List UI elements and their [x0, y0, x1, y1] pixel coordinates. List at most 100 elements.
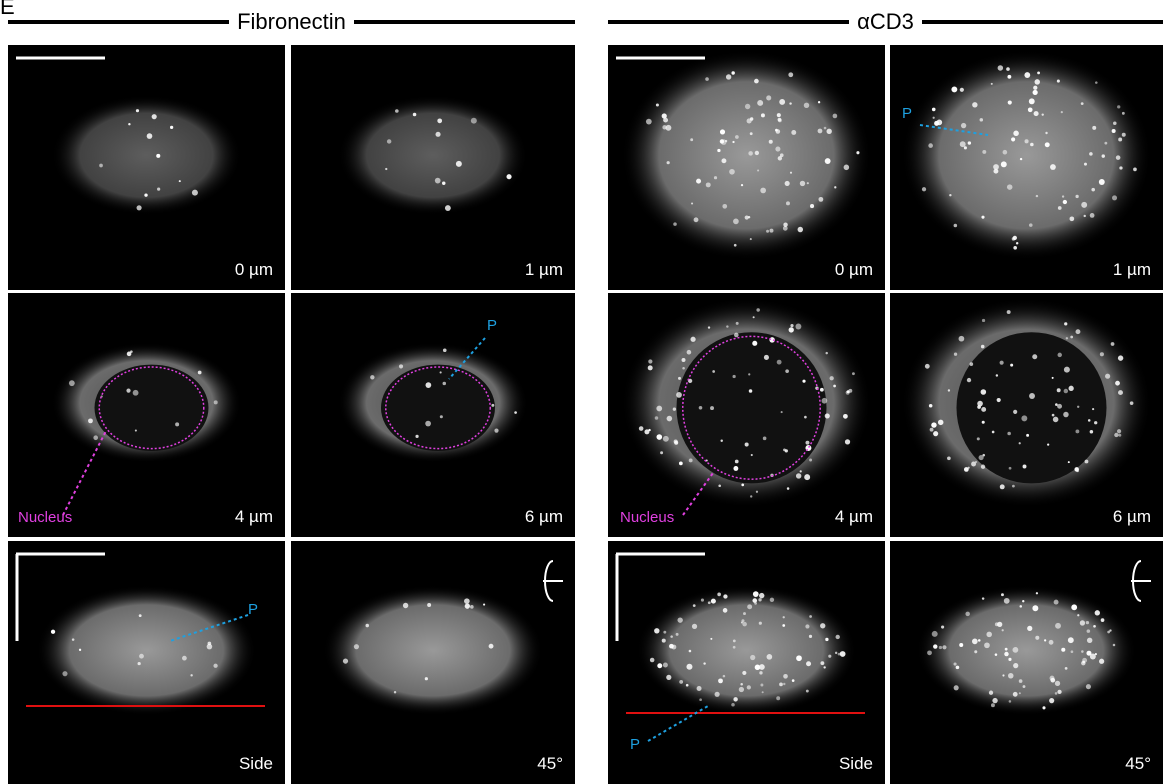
puncta	[795, 324, 801, 330]
puncta	[701, 599, 704, 602]
puncta	[777, 360, 782, 365]
puncta	[395, 109, 399, 113]
puncta	[1068, 461, 1070, 463]
puncta	[1076, 470, 1079, 473]
puncta	[1000, 484, 1005, 489]
puncta	[997, 398, 1001, 402]
puncta	[787, 487, 790, 490]
puncta	[710, 406, 714, 410]
puncta	[1000, 361, 1004, 365]
puncta	[686, 684, 689, 687]
puncta	[1007, 432, 1011, 436]
puncta	[514, 411, 517, 414]
puncta	[1004, 598, 1010, 604]
puncta	[789, 102, 791, 104]
puncta	[1012, 485, 1015, 488]
puncta	[135, 429, 137, 431]
micrograph	[291, 541, 575, 784]
puncta	[1071, 604, 1077, 610]
puncta	[1068, 637, 1074, 643]
puncta	[933, 117, 935, 119]
nucleus-region	[95, 365, 209, 451]
puncta	[792, 679, 795, 682]
puncta	[673, 222, 677, 226]
puncta	[470, 605, 474, 609]
puncta	[980, 118, 983, 121]
puncta	[144, 193, 147, 196]
puncta	[778, 119, 782, 123]
puncta	[69, 380, 75, 386]
puncta	[734, 333, 739, 338]
puncta	[806, 690, 809, 693]
panel-label: 1 µm	[1113, 260, 1151, 280]
puncta	[759, 671, 762, 674]
micrograph	[608, 293, 885, 537]
puncta	[1011, 137, 1015, 141]
annotation: P	[248, 601, 258, 618]
puncta	[809, 635, 812, 638]
puncta	[679, 680, 683, 684]
puncta	[931, 422, 936, 427]
puncta	[1061, 111, 1063, 113]
puncta	[99, 164, 103, 168]
puncta	[1069, 216, 1074, 221]
puncta	[1091, 188, 1095, 192]
puncta	[1008, 658, 1011, 661]
puncta	[1084, 215, 1086, 217]
puncta	[354, 644, 359, 649]
puncta	[1057, 404, 1062, 409]
puncta	[938, 420, 943, 425]
puncta	[343, 658, 348, 663]
micrograph-panel: Nucleus4 µm	[8, 293, 285, 537]
puncta	[677, 617, 682, 622]
nucleus-region	[381, 365, 495, 451]
puncta	[644, 429, 649, 434]
puncta	[1066, 337, 1068, 339]
puncta	[934, 121, 939, 126]
puncta	[1075, 429, 1079, 433]
puncta	[710, 638, 712, 640]
micrograph-panel: 45°	[890, 541, 1163, 784]
puncta	[761, 113, 765, 117]
puncta	[198, 371, 202, 375]
puncta	[930, 428, 934, 432]
puncta	[782, 624, 785, 627]
puncta	[742, 622, 747, 627]
header-rule	[354, 20, 575, 24]
micrograph	[291, 45, 575, 290]
puncta	[733, 375, 736, 378]
puncta	[977, 437, 980, 440]
puncta	[699, 698, 702, 701]
puncta	[1122, 112, 1125, 115]
puncta	[1057, 690, 1061, 694]
puncta	[691, 202, 693, 204]
puncta	[1119, 166, 1122, 169]
puncta	[1100, 352, 1104, 356]
micrograph-panel: 45°	[291, 541, 575, 784]
puncta	[214, 400, 218, 404]
puncta	[663, 662, 668, 667]
puncta	[775, 147, 780, 152]
puncta	[72, 638, 75, 641]
puncta	[809, 459, 812, 462]
puncta	[981, 389, 987, 395]
puncta	[818, 129, 823, 134]
puncta	[1114, 433, 1118, 437]
puncta	[1094, 421, 1097, 424]
puncta	[844, 165, 850, 171]
puncta	[810, 204, 814, 208]
puncta	[833, 114, 838, 119]
puncta	[825, 638, 828, 641]
puncta	[740, 683, 743, 686]
puncta	[929, 404, 933, 408]
puncta	[678, 377, 681, 380]
puncta	[733, 466, 738, 471]
puncta	[843, 414, 848, 419]
puncta	[942, 645, 946, 649]
puncta	[694, 217, 699, 222]
puncta	[689, 650, 692, 653]
puncta	[1049, 698, 1054, 703]
puncta	[715, 692, 720, 697]
puncta	[152, 114, 157, 119]
puncta	[1071, 650, 1074, 653]
